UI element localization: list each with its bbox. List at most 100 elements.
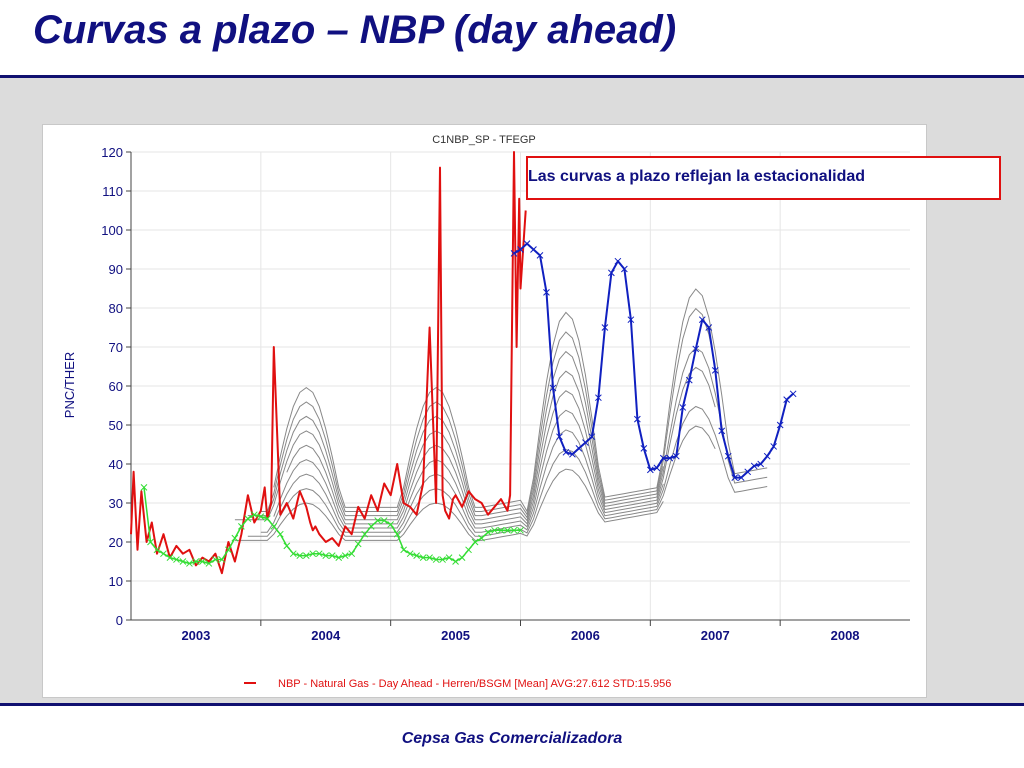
- x-tick-label: 2008: [831, 628, 860, 643]
- data-point: [510, 250, 518, 257]
- marker-stroke: [562, 448, 570, 456]
- marker-stroke: [439, 556, 446, 563]
- data-point: [153, 546, 161, 554]
- forward-curve-gray: [247, 350, 664, 519]
- marker-stroke: [186, 560, 193, 567]
- marker-stroke: [218, 556, 226, 563]
- marker-stroke: [179, 558, 187, 565]
- data-point: [627, 316, 635, 324]
- forward-curve-gray: [273, 409, 664, 529]
- marker-stroke: [231, 534, 239, 542]
- data-point: [238, 523, 245, 530]
- data-point: [374, 517, 382, 524]
- forward-curve-gray: [234, 468, 664, 541]
- marker-stroke: [302, 552, 310, 560]
- y-tick-label: 60: [109, 379, 123, 394]
- marker-stroke: [633, 415, 641, 423]
- data-point: [439, 556, 446, 563]
- marker-stroke: [199, 558, 206, 565]
- marker-stroke: [250, 511, 258, 519]
- y-tick-label: 40: [109, 457, 123, 472]
- marker-stroke: [783, 396, 791, 404]
- marker-stroke: [556, 433, 563, 441]
- series-layer: [130, 151, 797, 575]
- marker-stroke: [569, 450, 576, 458]
- data-point: [679, 404, 687, 411]
- marker-stroke: [679, 404, 687, 411]
- marker-stroke: [484, 528, 492, 536]
- data-point: [289, 550, 297, 558]
- annotation-box: [526, 156, 1001, 200]
- marker-stroke: [309, 550, 317, 558]
- marker-stroke: [315, 550, 323, 558]
- data-point: [361, 530, 369, 538]
- data-point: [666, 454, 674, 462]
- data-point: [315, 550, 323, 558]
- marker-stroke: [724, 452, 732, 460]
- marker-stroke: [212, 556, 219, 563]
- marker-stroke: [640, 445, 648, 452]
- data-point: [491, 526, 498, 534]
- data-point: [659, 454, 667, 462]
- marker-stroke: [737, 474, 745, 482]
- marker-stroke: [257, 513, 265, 521]
- x-tick-label: 2006: [571, 628, 600, 643]
- data-point: [140, 484, 148, 491]
- data-point: [348, 550, 356, 558]
- data-point: [328, 552, 336, 560]
- slide-footer: [0, 706, 1024, 768]
- data-point: [173, 556, 180, 563]
- marker-stroke: [289, 550, 297, 558]
- data-point: [757, 460, 765, 468]
- data-point: [575, 445, 583, 452]
- data-point: [711, 367, 719, 374]
- data-point: [322, 552, 330, 560]
- marker-stroke: [621, 265, 628, 273]
- data-point: [257, 513, 265, 521]
- data-point: [426, 554, 433, 561]
- marker-stroke: [731, 474, 739, 482]
- data-point: [614, 257, 622, 265]
- data-point: [367, 523, 375, 530]
- marker-stroke: [523, 240, 531, 248]
- data-point: [497, 526, 505, 534]
- marker-stroke: [504, 526, 511, 534]
- series-line: [130, 151, 527, 575]
- y-tick-label: 10: [109, 574, 123, 589]
- data-point: [263, 515, 271, 522]
- data-point: [225, 546, 232, 554]
- data-point: [510, 526, 518, 534]
- marker-stroke: [426, 554, 433, 561]
- data-point: [432, 556, 440, 563]
- marker-stroke: [543, 289, 550, 296]
- marker-stroke: [692, 345, 700, 353]
- y-tick-label: 50: [109, 418, 123, 433]
- forward-curve-gray: [247, 425, 716, 537]
- marker-stroke: [744, 468, 752, 476]
- data-point: [776, 421, 784, 429]
- marker-stroke: [659, 454, 667, 462]
- data-point: [517, 246, 524, 253]
- marker-stroke: [270, 523, 278, 530]
- marker-stroke: [348, 550, 356, 558]
- data-point: [276, 530, 284, 538]
- data-point: [692, 345, 700, 353]
- marker-stroke: [666, 454, 674, 462]
- y-tick-label: 80: [109, 301, 123, 316]
- marker-stroke: [263, 515, 271, 522]
- data-point: [341, 552, 349, 560]
- forward-curve-gray: [234, 347, 768, 522]
- marker-stroke: [322, 552, 330, 560]
- data-point: [530, 246, 537, 253]
- header-rule: [0, 75, 1024, 78]
- marker-stroke: [757, 460, 765, 468]
- marker-stroke: [244, 515, 252, 522]
- data-point: [250, 511, 258, 519]
- data-point: [471, 538, 479, 546]
- chart-panel: [42, 124, 927, 698]
- data-point: [653, 464, 661, 472]
- data-point: [646, 466, 654, 474]
- data-point: [419, 554, 427, 561]
- marker-stroke: [510, 526, 518, 534]
- marker-stroke: [627, 316, 635, 324]
